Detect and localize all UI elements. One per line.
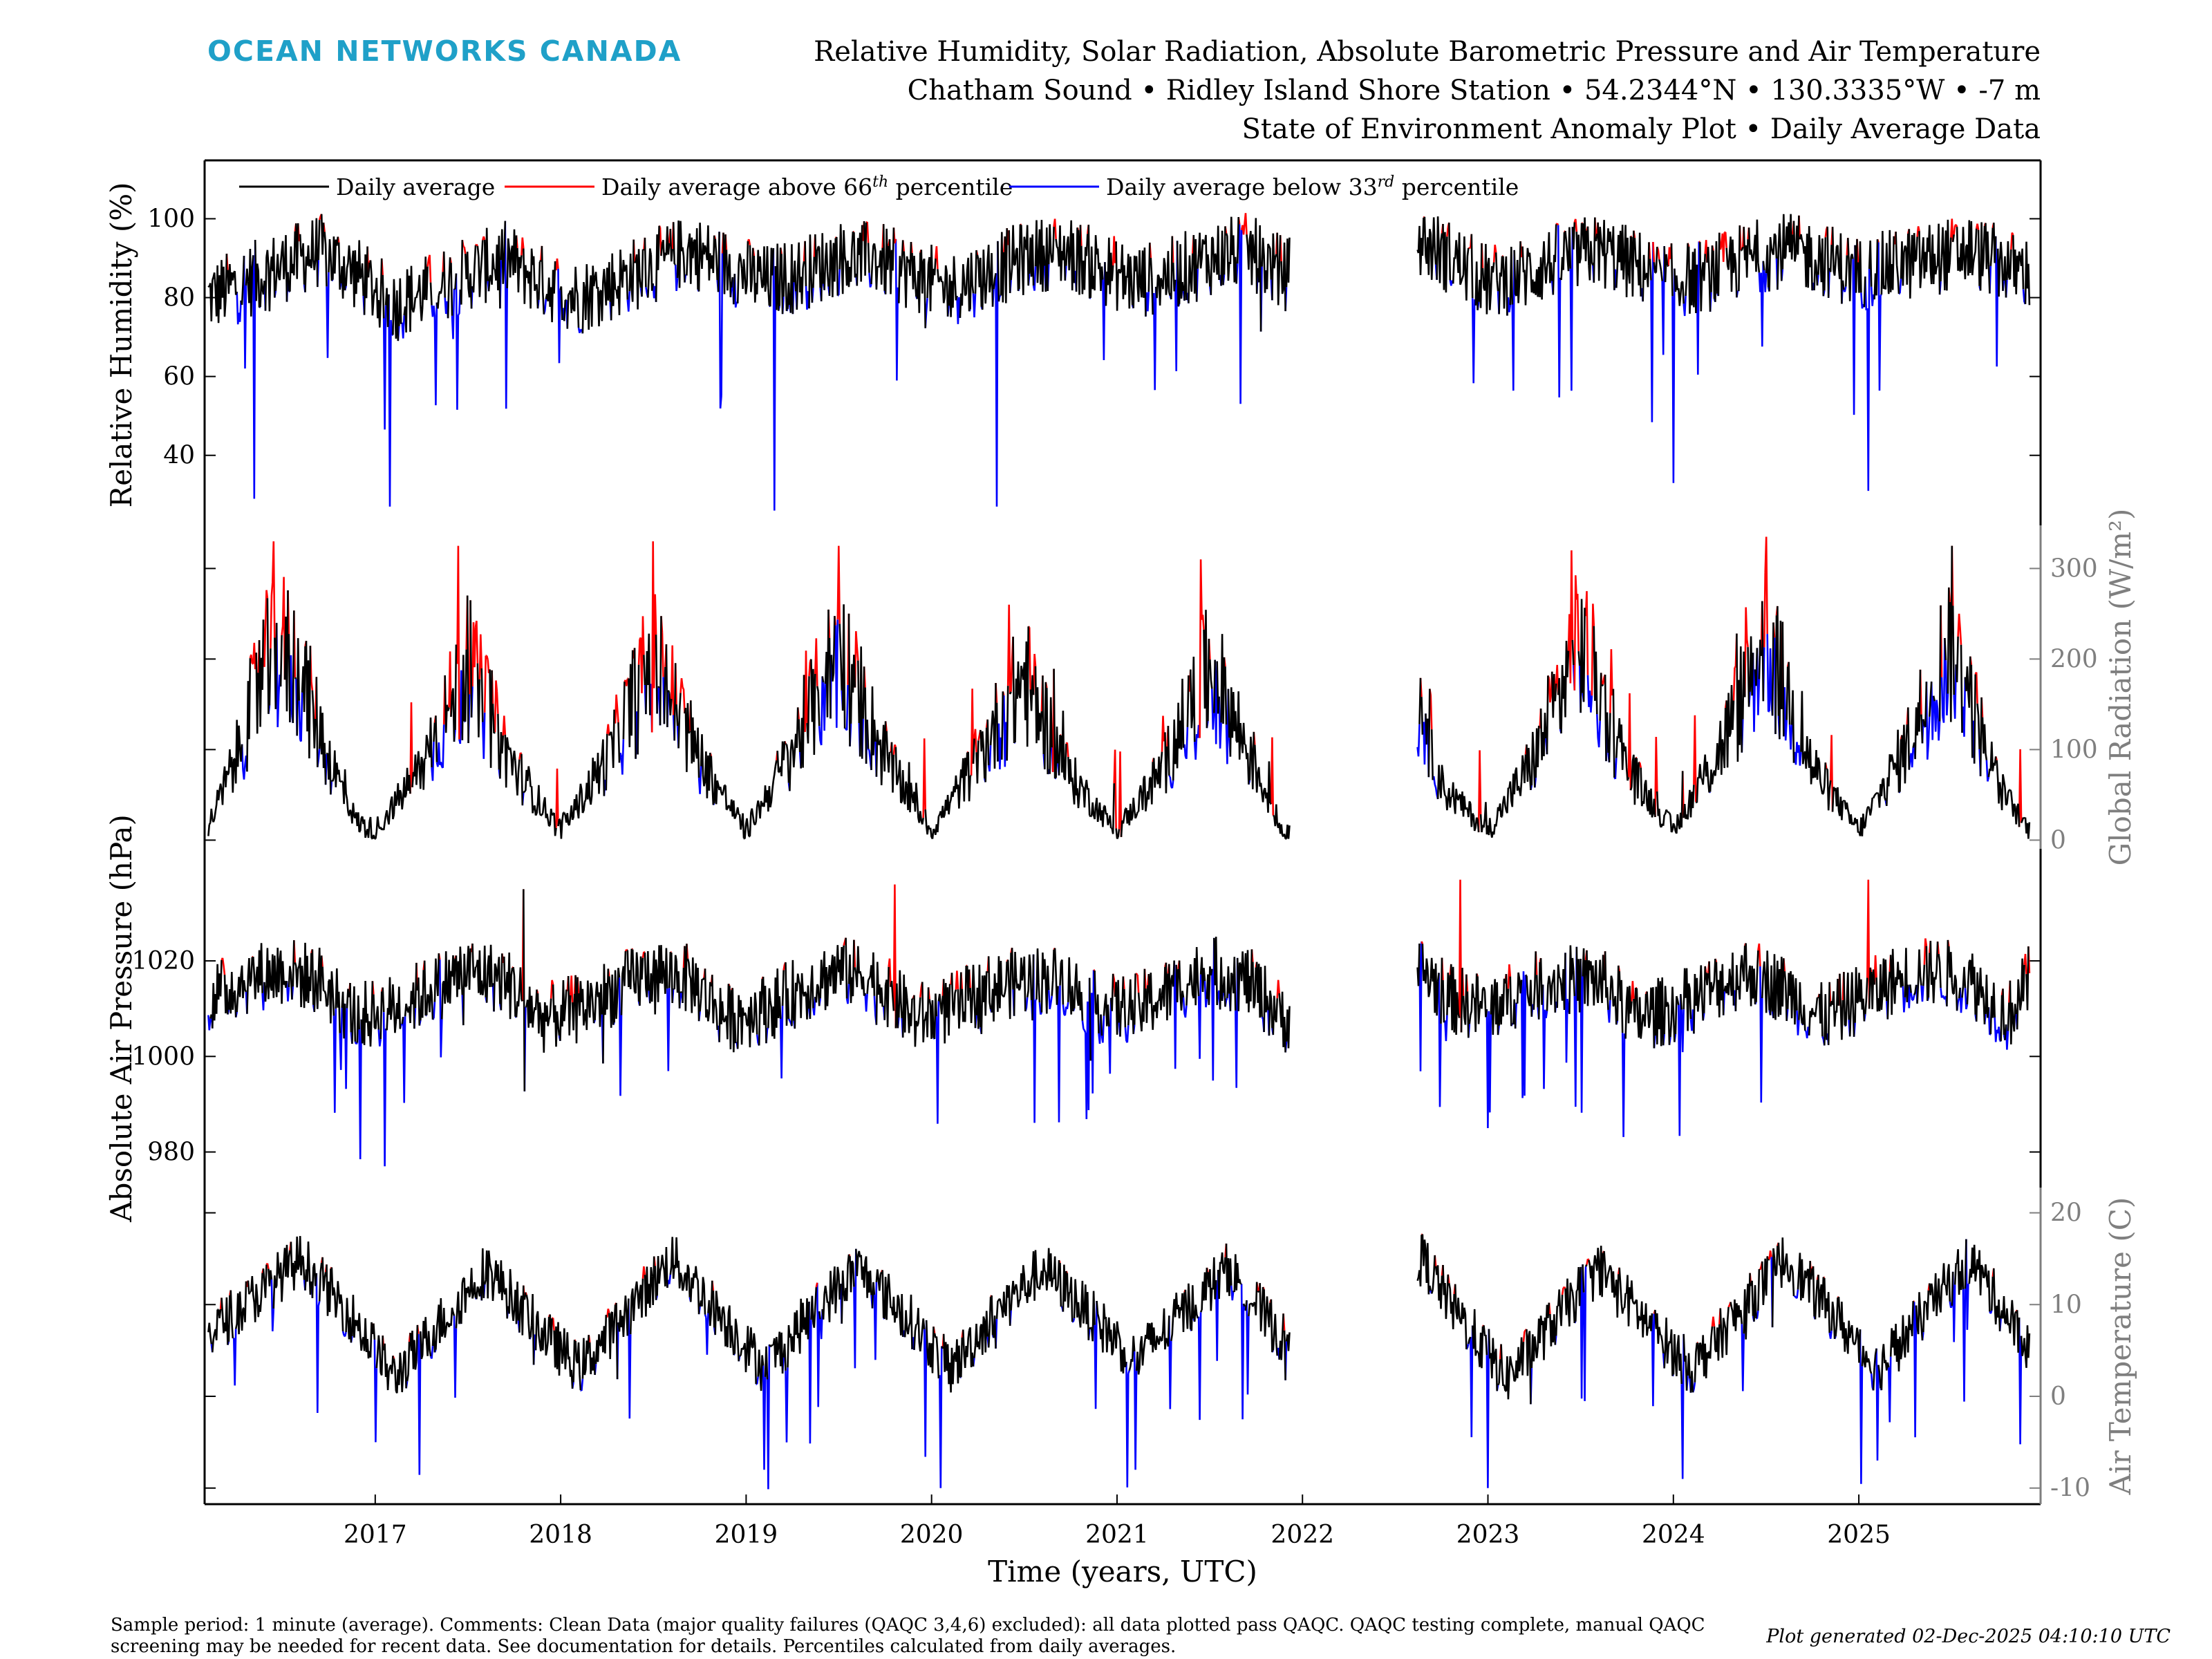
brand-logo-text: OCEAN NETWORKS CANADA: [207, 35, 682, 68]
series-daily-average: [207, 1234, 2031, 1405]
y-tick-label: 80: [163, 284, 195, 312]
y-tick-label: 10: [2050, 1291, 2082, 1319]
y-tick-label: 100: [147, 205, 195, 233]
y-tick-label: 1020: [131, 947, 195, 975]
y-tick-label: -10: [2050, 1474, 2090, 1503]
x-tick-label: 2025: [1827, 1521, 1891, 1549]
y-tick-label: 0: [2050, 1382, 2066, 1411]
x-tick-label: 2023: [1456, 1521, 1520, 1549]
x-tick-label: 2021: [1085, 1521, 1149, 1549]
y-tick-label: 1000: [131, 1042, 195, 1071]
legend-below-33rd-label: Daily average below 33rd percentile: [1106, 174, 1519, 200]
y-tick-label: 100: [2050, 735, 2098, 764]
y-axis-label: Global Radiation (W/m²): [2103, 509, 2137, 866]
series-daily-average: [207, 214, 2031, 341]
footer-note: Sample period: 1 minute (average). Comme…: [111, 1615, 1705, 1657]
y-axis-label: Air Temperature (C): [2103, 1197, 2137, 1496]
legend-daily-average-label: Daily average: [336, 174, 495, 200]
chart-subtitle-type: State of Environment Anomaly Plot • Dail…: [1241, 113, 2041, 145]
y-axis-label: Relative Humidity (%): [104, 182, 138, 507]
x-tick-label: 2017: [344, 1521, 407, 1549]
y-tick-label: 0: [2050, 826, 2066, 854]
series-daily-average: [209, 889, 2030, 1091]
y-tick-label: 980: [147, 1138, 195, 1167]
x-tick-label: 2018: [529, 1521, 592, 1549]
series-daily-average: [207, 545, 2031, 840]
y-tick-label: 40: [163, 442, 195, 470]
x-tick-label: 2024: [1642, 1521, 1705, 1549]
legend-above-66th-label: Daily average above 66th percentile: [601, 174, 1013, 200]
x-tick-label: 2022: [1271, 1521, 1334, 1549]
y-tick-label: 200: [2050, 645, 2098, 673]
chart-title: Relative Humidity, Solar Radiation, Abso…: [814, 36, 2041, 68]
x-tick-label: 2020: [900, 1521, 964, 1549]
y-axis-label: Absolute Air Pressure (hPa): [104, 814, 138, 1223]
y-tick-label: 300: [2050, 554, 2098, 583]
x-tick-label: 2019: [715, 1521, 778, 1549]
chart-subtitle-location: Chatham Sound • Ridley Island Shore Stat…: [907, 75, 2041, 106]
x-axis-label: Time (years, UTC): [988, 1555, 1257, 1588]
y-tick-label: 60: [163, 363, 195, 391]
y-tick-label: 20: [2050, 1199, 2082, 1228]
plot-generated-stamp: Plot generated 02-Dec-2025 04:10:10 UTC: [1766, 1626, 2171, 1647]
